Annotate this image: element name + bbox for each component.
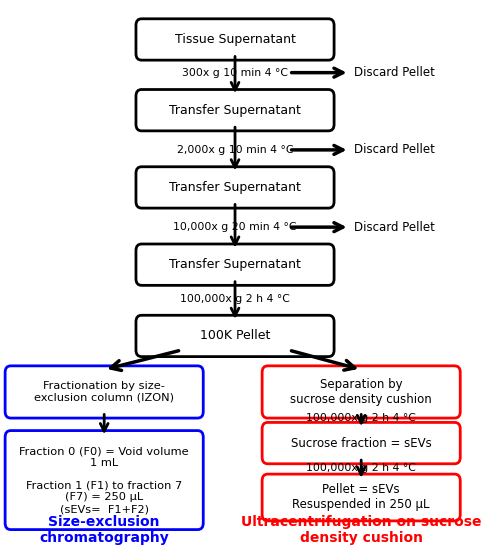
Text: Discard Pellet: Discard Pellet xyxy=(354,144,435,156)
Text: 2,000x g 10 min 4 °C: 2,000x g 10 min 4 °C xyxy=(177,145,293,155)
FancyBboxPatch shape xyxy=(5,366,203,418)
FancyBboxPatch shape xyxy=(262,422,460,464)
Text: Fraction 0 (F0) = Void volume
1 mL

Fraction 1 (F1) to fraction 7
(F7) = 250 μL
: Fraction 0 (F0) = Void volume 1 mL Fract… xyxy=(20,446,189,514)
Text: 300x g 10 min 4 °C: 300x g 10 min 4 °C xyxy=(182,68,288,78)
FancyBboxPatch shape xyxy=(136,167,334,208)
FancyBboxPatch shape xyxy=(5,431,203,530)
Text: Size-exclusion
chromatography: Size-exclusion chromatography xyxy=(39,515,169,545)
Text: Discard Pellet: Discard Pellet xyxy=(354,66,435,79)
FancyBboxPatch shape xyxy=(136,19,334,60)
FancyBboxPatch shape xyxy=(262,474,460,521)
Text: Separation by
sucrose density cushion: Separation by sucrose density cushion xyxy=(290,378,432,406)
Text: Transfer Supernatant: Transfer Supernatant xyxy=(169,181,301,194)
Text: Transfer Supernatant: Transfer Supernatant xyxy=(169,104,301,117)
Text: Sucrose fraction = sEVs: Sucrose fraction = sEVs xyxy=(291,437,431,449)
Text: 10,000x g 20 min 4 °C: 10,000x g 20 min 4 °C xyxy=(173,222,297,232)
FancyBboxPatch shape xyxy=(136,90,334,131)
Text: Discard Pellet: Discard Pellet xyxy=(354,221,435,234)
Text: Fractionation by size-
exclusion column (IZON): Fractionation by size- exclusion column … xyxy=(34,381,174,403)
Text: 100,000x g 2 h 4 °C: 100,000x g 2 h 4 °C xyxy=(306,463,416,473)
Text: Transfer Supernatant: Transfer Supernatant xyxy=(169,258,301,271)
Text: 100K Pellet: 100K Pellet xyxy=(200,329,270,343)
FancyBboxPatch shape xyxy=(136,315,334,356)
Text: Ultracentrifugation on sucrose
density cushion: Ultracentrifugation on sucrose density c… xyxy=(241,515,481,545)
FancyBboxPatch shape xyxy=(262,366,460,418)
Text: 100,000x g 2 h 4 °C: 100,000x g 2 h 4 °C xyxy=(306,413,416,423)
Text: Tissue Supernatant: Tissue Supernatant xyxy=(174,33,296,46)
Text: 100,000x g 2 h 4 °C: 100,000x g 2 h 4 °C xyxy=(180,294,290,304)
FancyBboxPatch shape xyxy=(136,244,334,285)
Text: Pellet = sEVs
Resuspended in 250 μL: Pellet = sEVs Resuspended in 250 μL xyxy=(293,483,430,512)
